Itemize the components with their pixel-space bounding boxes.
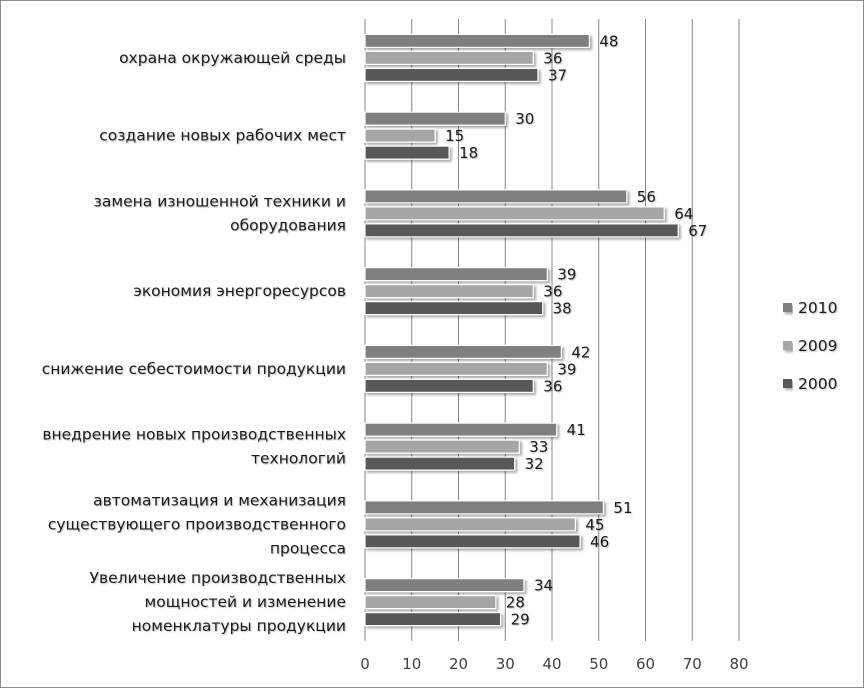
- bar: [364, 456, 516, 471]
- data-label: 67: [688, 222, 707, 240]
- x-tick-label: 20: [449, 655, 468, 673]
- data-label: 15: [445, 127, 464, 145]
- legend-label: 2010: [798, 299, 837, 317]
- legend-swatch: [783, 303, 792, 312]
- data-label: 56: [637, 188, 656, 206]
- data-label: 29: [511, 611, 530, 629]
- category-label: экономия энергоресурсов: [133, 282, 346, 300]
- bar: [364, 534, 581, 549]
- category-label: охрана окружающей среды: [119, 49, 346, 67]
- x-tick-label: 60: [636, 655, 655, 673]
- x-tick-label: 80: [729, 655, 748, 673]
- data-label: 64: [674, 205, 693, 223]
- bar: [364, 344, 562, 359]
- category-label: создание новых рабочих мест: [99, 127, 346, 145]
- legend-swatch: [783, 379, 792, 388]
- data-label: 38: [553, 300, 572, 318]
- bar: [364, 517, 576, 532]
- data-label: 36: [543, 49, 562, 67]
- bar: [364, 50, 534, 65]
- data-label: 30: [515, 110, 534, 128]
- data-label: 32: [525, 455, 544, 473]
- bar: [364, 284, 534, 299]
- data-label: 51: [613, 499, 632, 517]
- x-tick-label: 50: [589, 655, 608, 673]
- bar: [364, 578, 525, 593]
- category-label: Увеличение производственных мощностей и и…: [90, 569, 346, 635]
- legend-label: 2009: [798, 337, 837, 355]
- bar: [364, 612, 502, 627]
- bar: [364, 111, 506, 126]
- category-label: снижение себестоимости продукции: [42, 360, 346, 378]
- category-label: замена изношенной техники и оборудования: [94, 192, 346, 234]
- category-labels: охрана окружающей среды создание новых ра…: [42, 49, 346, 635]
- bars: [364, 33, 679, 627]
- data-label: 36: [543, 377, 562, 395]
- bar: [364, 378, 534, 393]
- category-label: внедрение новых производственных технолог…: [42, 426, 346, 468]
- bar: [364, 500, 605, 515]
- data-label: 36: [543, 283, 562, 301]
- bar: [364, 145, 450, 160]
- bar: [364, 267, 548, 282]
- category-label: автоматизация и механизация существующего…: [48, 491, 346, 557]
- bar: [364, 595, 497, 610]
- bar: [364, 206, 665, 221]
- bar: [364, 128, 436, 143]
- x-tick-label: 40: [542, 655, 561, 673]
- data-label: 45: [585, 516, 604, 534]
- bar: [364, 33, 590, 48]
- bar: [364, 223, 679, 238]
- bar: [364, 361, 548, 376]
- x-tick-label: 70: [683, 655, 702, 673]
- bar: [364, 189, 628, 204]
- data-label: 18: [459, 144, 478, 162]
- data-label: 42: [571, 343, 590, 361]
- data-label: 41: [567, 421, 586, 439]
- data-label: 39: [557, 360, 576, 378]
- bar: [364, 301, 544, 316]
- x-tick-label: 30: [496, 655, 515, 673]
- data-label: 46: [590, 533, 609, 551]
- data-label: 37: [548, 66, 567, 84]
- legend: 2010 2009 2000: [783, 299, 837, 393]
- bar: [364, 67, 539, 82]
- legend-label: 2000: [798, 375, 837, 393]
- bar: [364, 439, 520, 454]
- x-tick-label: 10: [402, 655, 421, 673]
- data-labels: 4836373015185664673936384239364133325145…: [445, 32, 707, 628]
- data-label: 34: [534, 577, 553, 595]
- x-axis-ticks: 0 10 20 30 40 50 60 70 80: [360, 655, 748, 673]
- x-tick-label: 0: [360, 655, 370, 673]
- bar: [364, 422, 558, 437]
- data-label: 48: [599, 32, 618, 50]
- legend-swatch: [783, 341, 792, 350]
- data-label: 33: [529, 438, 548, 456]
- data-label: 28: [506, 594, 525, 612]
- data-label: 39: [557, 266, 576, 284]
